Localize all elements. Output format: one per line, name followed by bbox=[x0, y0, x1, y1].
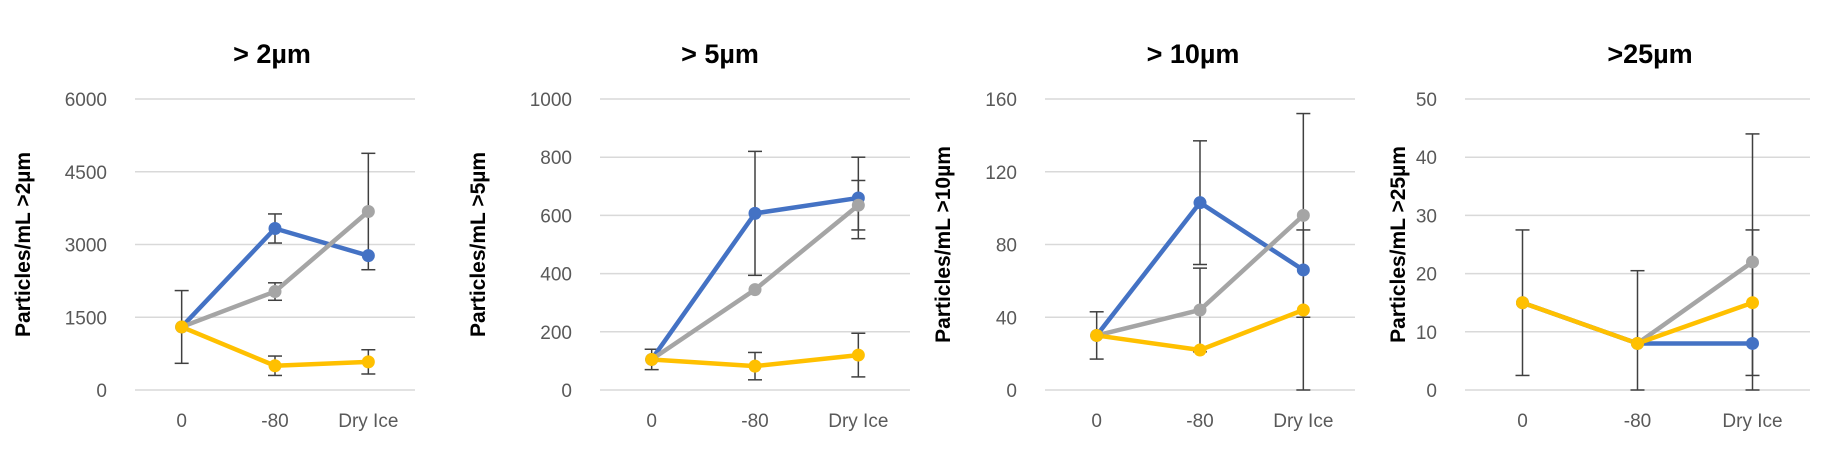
y-tick-label: 0 bbox=[96, 381, 107, 402]
y-tick-label: 50 bbox=[1416, 90, 1437, 111]
data-point-blue bbox=[268, 221, 282, 235]
y-tick-label: 80 bbox=[996, 236, 1017, 257]
y-tick-label: 1500 bbox=[65, 308, 107, 329]
data-point-yellow bbox=[645, 352, 659, 366]
x-tick-label: -80 bbox=[741, 411, 768, 432]
x-tick-label: -80 bbox=[261, 411, 288, 432]
data-point-blue bbox=[1193, 196, 1207, 210]
data-point-yellow bbox=[1193, 343, 1207, 357]
data-point-gray bbox=[1296, 208, 1310, 222]
data-point-gray bbox=[1746, 255, 1759, 269]
data-point-yellow bbox=[1296, 303, 1310, 317]
chart-title: > 5µm bbox=[681, 39, 759, 69]
y-tick-label: 40 bbox=[1416, 148, 1437, 169]
y-tick-label: 160 bbox=[985, 90, 1017, 111]
y-tick-label: 30 bbox=[1416, 206, 1437, 227]
x-tick-label: -80 bbox=[1186, 411, 1213, 432]
y-tick-label: 0 bbox=[1006, 381, 1017, 402]
data-point-gray bbox=[268, 285, 282, 299]
x-tick-label: Dry Ice bbox=[1722, 411, 1782, 432]
y-tick-label: 400 bbox=[540, 265, 572, 286]
y-axis-title: Particles/mL >5µm bbox=[467, 152, 490, 337]
chart-title: >25µm bbox=[1607, 39, 1692, 69]
y-tick-label: 0 bbox=[561, 381, 572, 402]
data-point-gray bbox=[851, 198, 865, 212]
x-tick-label: 0 bbox=[1517, 411, 1528, 432]
y-tick-label: 1000 bbox=[530, 90, 572, 111]
chart-panel-4: 0 10 20 30 40 50 0 -80 Dry Ice >25µm Particles/mL … bbox=[1387, 39, 1810, 432]
chart-panel-3: 0 40 80 120 160 0 -80 Dry Ice > 10µm Particles/mL… bbox=[932, 39, 1355, 432]
x-tick-label: Dry Ice bbox=[828, 411, 888, 432]
y-tick-label: 3000 bbox=[65, 236, 107, 257]
y-axis-title: Particles/mL >25µm bbox=[1387, 146, 1410, 343]
y-tick-label: 600 bbox=[540, 206, 572, 227]
y-axis-title: Particles/mL >10µm bbox=[932, 146, 955, 343]
y-tick-label: 6000 bbox=[65, 90, 107, 111]
y-tick-label: 10 bbox=[1416, 323, 1437, 344]
data-point-yellow bbox=[268, 359, 282, 373]
x-tick-label: 0 bbox=[1091, 411, 1102, 432]
data-point-gray bbox=[748, 283, 762, 297]
x-tick-label: 0 bbox=[176, 411, 187, 432]
y-tick-label: 800 bbox=[540, 148, 572, 169]
y-tick-label: 20 bbox=[1416, 265, 1437, 286]
y-tick-label: 120 bbox=[985, 163, 1017, 184]
data-point-yellow bbox=[748, 359, 762, 373]
chart-title: > 10µm bbox=[1147, 39, 1240, 69]
x-tick-label: Dry Ice bbox=[338, 411, 398, 432]
data-point-yellow bbox=[175, 320, 189, 334]
data-point-yellow bbox=[1090, 328, 1104, 342]
data-point-yellow bbox=[851, 348, 865, 362]
chart-panel-2: 0 200 400 600 800 1000 0 -80 Dry Ice > 5µm Particl… bbox=[467, 39, 910, 432]
y-tick-label: 0 bbox=[1426, 381, 1437, 402]
x-tick-label: 0 bbox=[646, 411, 657, 432]
chart-title: > 2µm bbox=[233, 39, 311, 69]
y-tick-label: 4500 bbox=[65, 163, 107, 184]
y-tick-label: 40 bbox=[996, 308, 1017, 329]
data-point-yellow bbox=[361, 355, 375, 369]
data-point-blue bbox=[361, 249, 375, 263]
data-point-gray bbox=[1193, 303, 1207, 317]
chart-panel-1: 0 1500 3000 4500 6000 0 -80 Dry Ice > 2µm Particl… bbox=[12, 39, 415, 432]
data-point-gray bbox=[361, 205, 375, 219]
x-tick-label: -80 bbox=[1624, 411, 1651, 432]
y-tick-label: 200 bbox=[540, 323, 572, 344]
data-point-yellow bbox=[1631, 336, 1644, 350]
data-point-yellow bbox=[1516, 296, 1529, 310]
x-tick-label: Dry Ice bbox=[1273, 411, 1333, 432]
data-point-blue bbox=[748, 206, 762, 220]
data-point-blue bbox=[1746, 336, 1759, 350]
y-axis-title: Particles/mL >2µm bbox=[12, 152, 35, 337]
data-point-yellow bbox=[1746, 296, 1759, 310]
data-point-blue bbox=[1296, 263, 1310, 277]
